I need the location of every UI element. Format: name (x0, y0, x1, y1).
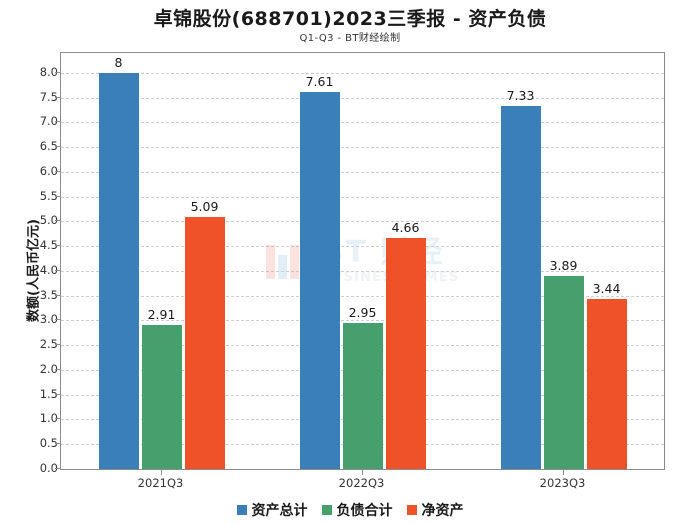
bar-value-label: 2.91 (147, 306, 176, 322)
watermark: BT 财经 BUSINESS TIMES (265, 238, 460, 284)
gridline (61, 246, 664, 248)
chart-title: 卓锦股份(688701)2023三季报 - 资产负债 (153, 8, 547, 30)
y-axis-tick-label: 3.0 (39, 312, 58, 327)
y-axis-tick-mark (55, 418, 60, 420)
x-axis-tick-label: 2022Q3 (338, 476, 385, 490)
bar-value-label: 5.09 (190, 198, 219, 214)
y-axis-tick-mark (55, 319, 60, 321)
legend-swatch-icon (321, 505, 332, 515)
bar-value-label: 7.61 (305, 74, 334, 90)
y-axis-tick-label: 1.5 (39, 386, 58, 401)
gridline (61, 147, 664, 149)
y-axis-tick-mark (55, 71, 60, 73)
legend-item[interactable]: 资产总计 (236, 500, 308, 520)
bar[interactable] (98, 72, 139, 469)
bar-value-label: 8 (114, 54, 123, 70)
y-axis-tick-mark (55, 368, 60, 370)
bar[interactable] (543, 276, 584, 469)
bar[interactable] (586, 298, 627, 469)
y-axis-tick-label: 7.5 (39, 89, 58, 104)
y-axis-tick-mark (55, 195, 60, 197)
plot-area: BT 财经 BUSINESS TIMES 8 2.91 5.09 7.61 2.95 4.… (60, 52, 665, 470)
y-axis-tick-mark (55, 245, 60, 247)
x-axis-tick-label: 2023Q3 (539, 476, 586, 490)
y-axis-tick-mark (55, 220, 60, 222)
gridline (61, 295, 664, 297)
y-axis-tick-label: 0.5 (39, 436, 58, 451)
bar-value-label: 7.33 (506, 87, 535, 103)
bar-value-label: 3.89 (549, 258, 578, 274)
y-axis-tick-mark (55, 344, 60, 346)
y-axis-tick-mark (55, 393, 60, 395)
y-axis-tick-label: 5.0 (39, 213, 58, 228)
gridline (61, 320, 664, 322)
legend-swatch-icon (406, 505, 417, 515)
legend-item[interactable]: 负债合计 (321, 500, 393, 520)
x-axis-tick-mark (160, 470, 162, 475)
y-axis-tick-mark (55, 468, 60, 469)
bar[interactable] (500, 106, 541, 469)
y-axis-tick-label: 4.5 (39, 238, 58, 253)
chart-legend: 资产总计 负债合计 净资产 (0, 500, 700, 520)
x-axis-tick-label: 2021Q3 (137, 476, 184, 490)
y-axis-tick-label: 4.0 (39, 262, 58, 277)
y-axis-tick-label: 2.5 (39, 337, 58, 352)
y-axis-tick-mark (55, 121, 60, 123)
bar[interactable] (299, 92, 340, 469)
legend-label: 负债合计 (336, 503, 393, 519)
y-axis-tick-label: 1.0 (39, 411, 58, 426)
y-axis-tick-mark (55, 170, 60, 172)
y-axis-tick-label: 6.0 (39, 163, 58, 178)
y-axis-tick-mark (55, 443, 60, 445)
bar-value-label: 3.44 (592, 280, 621, 296)
gridline (61, 122, 664, 124)
legend-label: 资产总计 (251, 503, 308, 519)
gridline (61, 270, 664, 272)
gridline (61, 72, 664, 74)
bar[interactable] (385, 238, 426, 469)
y-axis-tick-label: 8.0 (39, 64, 58, 79)
gridline (61, 196, 664, 198)
x-axis-tick-mark (361, 470, 363, 475)
y-axis-tick-label: 6.5 (39, 139, 58, 154)
legend-item[interactable]: 净资产 (406, 500, 464, 520)
x-axis-tick-mark (562, 470, 564, 475)
legend-label: 净资产 (421, 503, 464, 519)
bar-value-label: 2.95 (348, 304, 377, 320)
gridline (61, 97, 664, 99)
legend-swatch-icon (236, 505, 247, 515)
y-axis-tick-mark (55, 96, 60, 98)
y-axis-tick-mark (55, 294, 60, 296)
y-axis-tick-label: 5.5 (39, 188, 58, 203)
y-axis-tick-label: 7.0 (39, 114, 58, 129)
bar[interactable] (141, 324, 182, 469)
y-axis-tick-mark (55, 269, 60, 271)
y-axis-tick-label: 2.0 (39, 361, 58, 376)
bar[interactable] (342, 322, 383, 469)
bar-value-label: 4.66 (391, 220, 420, 236)
chart-subtitle: Q1-Q3 - BT财经绘制 (299, 33, 401, 44)
y-axis-tick-mark (55, 146, 60, 148)
y-axis-tick-label: 0.0 (39, 461, 58, 475)
bar[interactable] (184, 216, 225, 469)
gridline (61, 171, 664, 173)
y-axis-tick-label: 3.5 (39, 287, 58, 302)
gridline (61, 221, 664, 223)
